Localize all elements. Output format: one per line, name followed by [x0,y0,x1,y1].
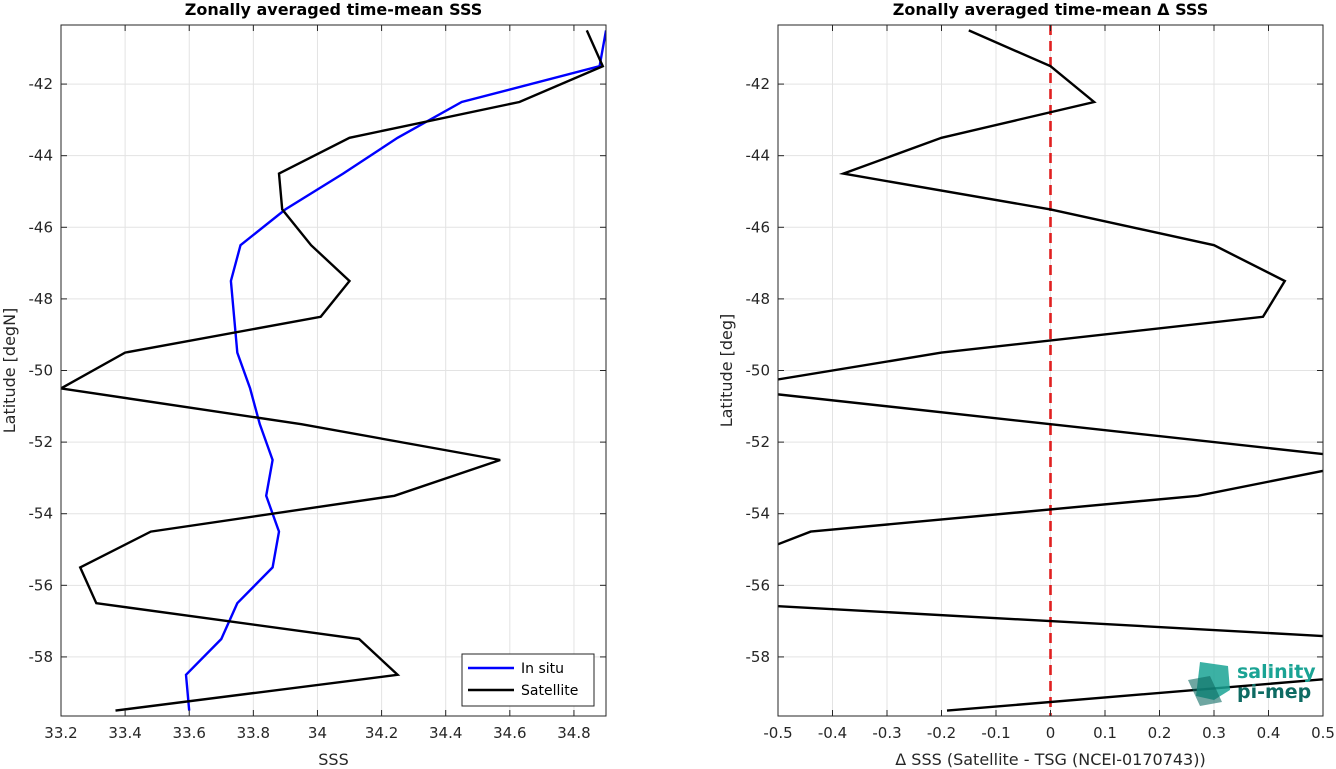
satellite-series-line [61,29,605,712]
legend-box [461,653,595,707]
x-tick-label: 0.3 [1202,724,1226,742]
x-tick-label: 33.2 [44,724,77,742]
y-tick-label: -48 [29,290,54,308]
y-tick-label: -50 [29,362,54,380]
salinity-logo-icon [1188,662,1230,706]
x-tick-label: -0.4 [818,724,847,742]
logo-text-salinity: salinity [1237,661,1316,683]
legend: In situ Satellite [461,653,595,707]
x-tick-label: 0.4 [1257,724,1281,742]
y-tick-label: -58 [29,648,54,666]
x-tick-label: 0.2 [1148,724,1172,742]
x-tick-label: -0.5 [763,724,792,742]
legend-label-insitu: In situ [521,661,564,677]
left-plot-area [61,29,606,712]
y-tick-label: -58 [746,648,771,666]
y-tick-label: -44 [746,147,771,165]
y-tick-label: -56 [746,576,771,594]
x-tick-label: 0.5 [1311,724,1335,742]
y-tick-label: -44 [29,147,54,165]
salinity-pi-mep-logo: salinity pi-mep [1188,661,1316,706]
x-tick-label: -0.3 [872,724,901,742]
right-x-axis-label: Δ SSS (Satellite - TSG (NCEI-0170743)) [895,750,1205,769]
x-tick-label: 33.6 [173,724,206,742]
y-tick-label: -48 [746,290,771,308]
y-tick-label: -52 [746,433,771,451]
y-tick-label: -56 [29,576,54,594]
left-x-axis-label: SSS [318,750,348,769]
right-y-axis-label: Latitude [deg] [717,314,736,428]
x-tick-label: 34 [308,724,327,742]
x-tick-label: 34.2 [365,724,398,742]
left-panel: 33.2 33.4 33.6 33.8 34 34.2 34.4 34.6 34.8 -58-5… [0,0,607,769]
x-tick-label: -0.2 [927,724,956,742]
x-tick-label: 34.4 [429,724,462,742]
left-chart-title: Zonally averaged time-mean SSS [185,0,483,19]
right-x-ticks: -0.5 -0.4 -0.3 -0.2 -0.1 0 0.1 0.2 0.3 0.4 0.5 [763,25,1335,742]
x-tick-label: 33.8 [237,724,270,742]
x-tick-label: -0.1 [981,724,1010,742]
left-x-ticks: 33.2 33.4 33.6 33.8 34 34.2 34.4 34.6 34.8 [44,25,591,742]
left-y-axis-label: Latitude [degN] [0,308,19,434]
left-y-ticks: -58 -56 -54 -52 -50 -48 -46 -44 -42 [29,75,606,666]
x-tick-label: 0 [1046,724,1056,742]
right-y-ticks: -58 -56 -54 -52 -50 -48 -46 -44 -42 [746,75,1323,666]
x-tick-label: 34.8 [557,724,590,742]
insitu-series-line [184,30,606,711]
legend-label-satellite: Satellite [521,683,578,699]
right-plot-area [778,25,1323,716]
y-tick-label: -54 [746,505,771,523]
right-panel: -0.5 -0.4 -0.3 -0.2 -0.1 0 0.1 0.2 0.3 0.4 0.5 -58… [717,0,1335,769]
delta-sss-series-line [778,29,1323,712]
x-tick-label: 34.6 [493,724,526,742]
x-tick-label: 33.4 [108,724,141,742]
y-tick-label: -54 [29,505,54,523]
logo-text-pi-mep: pi-mep [1237,681,1311,703]
y-tick-label: -42 [29,75,54,93]
left-grid [60,25,606,716]
y-tick-label: -46 [746,218,771,236]
y-tick-label: -50 [746,362,771,380]
y-tick-label: -46 [29,218,54,236]
y-tick-label: -42 [746,75,771,93]
right-chart-title: Zonally averaged time-mean Δ SSS [893,0,1209,19]
x-tick-label: 0.1 [1093,724,1117,742]
y-tick-label: -52 [29,433,54,451]
